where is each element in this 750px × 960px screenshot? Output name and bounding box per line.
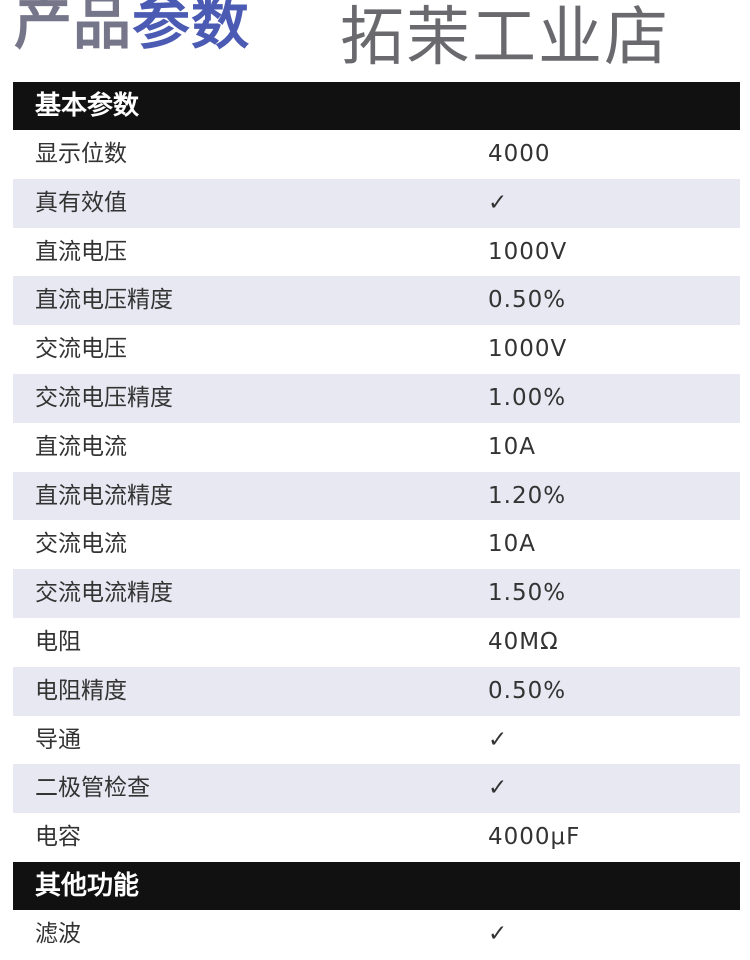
param-value: 1000V xyxy=(488,238,568,265)
table-row: 电阻 40MΩ xyxy=(13,618,740,667)
table-row: 交流电压精度 1.00% xyxy=(13,373,740,423)
param-value: ✓ xyxy=(488,726,509,753)
table-row: 直流电流精度 1.20% xyxy=(13,471,740,521)
table-row: 直流电压 1000V xyxy=(13,228,740,277)
param-value: 10A xyxy=(488,433,537,460)
param-label: 电阻精度 xyxy=(35,677,127,704)
param-label: 电阻 xyxy=(35,628,81,655)
section-header-other: 其他功能 xyxy=(13,861,740,910)
param-label: 导通 xyxy=(35,726,81,753)
param-label: 直流电压精度 xyxy=(35,287,173,314)
param-label: 直流电压 xyxy=(35,238,127,265)
param-label: 交流电压 xyxy=(35,336,127,363)
param-label: 交流电压精度 xyxy=(35,384,173,411)
param-value: 4000 xyxy=(488,141,551,167)
table-row: 直流电流 10A xyxy=(13,423,740,472)
param-label: 滤波 xyxy=(35,920,81,947)
table-row: 二极管检查 ✓ xyxy=(13,764,740,814)
spec-table: 基本参数 显示位数 4000 真有效值 ✓ 直流电压 1000V 直流电压精度 0.50% 交流… xyxy=(13,82,740,959)
param-label: 直流电流精度 xyxy=(35,482,173,509)
section-header-basic: 基本参数 xyxy=(13,82,740,130)
param-value: 10A xyxy=(488,531,537,558)
param-value: 1.00% xyxy=(488,384,567,411)
table-row: 电阻精度 0.50% xyxy=(13,666,740,716)
param-label: 二极管检查 xyxy=(35,775,150,802)
param-label: 直流电流 xyxy=(35,433,127,460)
param-value: 0.50% xyxy=(488,677,567,704)
param-value: 40MΩ xyxy=(488,628,559,655)
param-label: 真有效值 xyxy=(35,189,127,216)
param-value: 1.50% xyxy=(488,580,567,607)
param-value: 4000μF xyxy=(488,824,581,851)
param-value: ✓ xyxy=(488,775,509,802)
watermark: 拓茉工业店 xyxy=(340,1,670,75)
table-row: 交流电流精度 1.50% xyxy=(13,569,740,618)
table-row: 滤波 ✓ xyxy=(13,910,740,959)
param-label: 交流电流精度 xyxy=(35,580,173,607)
param-value: ✓ xyxy=(488,189,509,216)
table-row: 交流电流 10A xyxy=(13,520,740,569)
table-row: 交流电压 1000V xyxy=(13,325,740,374)
table-row: 电容 4000μF xyxy=(13,813,740,862)
table-row: 导通 ✓ xyxy=(13,716,740,765)
table-row: 直流电压精度 0.50% xyxy=(13,276,740,326)
param-label: 交流电流 xyxy=(35,531,127,558)
param-value: 1.20% xyxy=(488,482,567,509)
table-row: 显示位数 4000 xyxy=(13,130,740,179)
table-row: 真有效值 ✓ xyxy=(13,178,740,228)
page-title: 产品参数 xyxy=(14,0,251,57)
param-value: 0.50% xyxy=(488,287,567,314)
param-label: 电容 xyxy=(35,824,81,851)
param-value: 1000V xyxy=(488,336,568,363)
param-label: 显示位数 xyxy=(35,141,127,167)
param-value: ✓ xyxy=(488,920,509,947)
